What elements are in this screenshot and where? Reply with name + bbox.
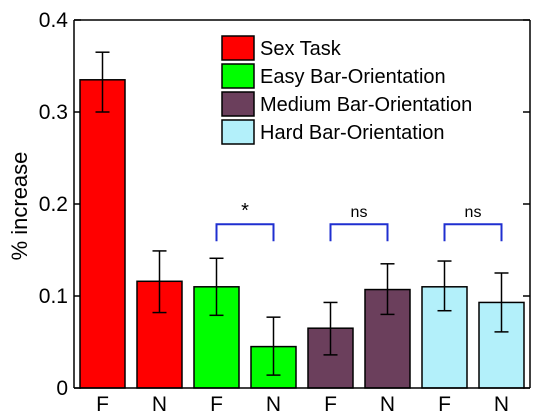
y-tick-label: 0.1	[39, 285, 68, 308]
significance-label-3: ns	[465, 204, 482, 221]
legend-label-1: Sex Task	[260, 38, 342, 60]
x-tick-label: F	[438, 393, 451, 412]
x-tick-label: N	[266, 393, 281, 412]
legend-label-4: Hard Bar-Orientation	[260, 122, 445, 144]
legend-label-3: Medium Bar-Orientation	[260, 94, 472, 116]
y-tick-label: 0	[56, 377, 68, 400]
legend-swatch-2	[221, 63, 255, 89]
x-tick-label: F	[210, 393, 223, 412]
y-tick-label: 0.3	[39, 101, 68, 124]
significance-bracket-1	[215, 223, 275, 242]
x-tick-label: F	[96, 393, 109, 412]
y-tick-label: 0.2	[39, 193, 68, 216]
bar-1	[79, 79, 126, 389]
legend-label-2: Easy Bar-Orientation	[260, 66, 446, 88]
legend-swatch-1	[221, 35, 255, 61]
significance-label-1: *	[241, 200, 249, 222]
x-tick-label: N	[380, 393, 395, 412]
significance-bracket-2	[329, 223, 389, 242]
x-tick-label: N	[494, 393, 509, 412]
x-tick-label: F	[324, 393, 337, 412]
legend-swatch-3	[221, 91, 255, 117]
significance-bracket-3	[443, 223, 503, 242]
y-axis-label: % increase	[7, 152, 32, 261]
y-tick-label: 0.4	[39, 9, 69, 32]
significance-label-2: ns	[351, 204, 368, 221]
legend-swatch-4	[221, 119, 255, 145]
x-tick-label: N	[152, 393, 167, 412]
